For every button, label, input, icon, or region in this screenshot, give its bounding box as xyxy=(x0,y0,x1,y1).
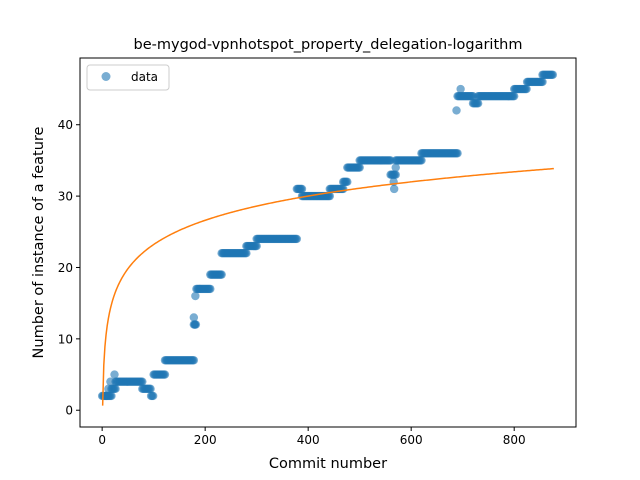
data-point xyxy=(325,191,334,201)
data-point xyxy=(389,184,399,194)
data-point xyxy=(343,177,352,187)
data-point xyxy=(189,313,199,322)
data-point xyxy=(456,84,465,94)
data-point xyxy=(297,184,307,194)
data-point xyxy=(138,377,147,386)
data-point xyxy=(191,291,200,301)
data-point xyxy=(111,384,120,394)
plot-area xyxy=(97,70,558,406)
axes-frame xyxy=(79,57,577,428)
data-point xyxy=(391,170,400,179)
data-point xyxy=(242,249,251,258)
data-point xyxy=(452,106,461,115)
data-point xyxy=(102,391,111,401)
x-tick-label: 600 xyxy=(400,433,423,447)
data-point xyxy=(355,163,364,172)
y-tick-label: 20 xyxy=(58,261,73,275)
data-point xyxy=(206,284,215,294)
x-tick-label: 800 xyxy=(503,433,526,447)
data-point xyxy=(252,241,261,251)
data-point xyxy=(160,370,170,379)
fit-line xyxy=(101,167,554,406)
data-point xyxy=(509,91,519,101)
data-point xyxy=(148,391,158,401)
data-point xyxy=(538,77,547,87)
x-axis-ticks: 0 200 400 600 800 xyxy=(98,427,526,447)
legend-marker-data xyxy=(101,72,111,81)
data-point xyxy=(146,384,155,394)
chart-title: be-mygod-vpnhotspot_property_delegation-… xyxy=(134,37,523,53)
x-tick-label: 400 xyxy=(297,433,320,447)
data-point xyxy=(110,370,119,379)
data-point xyxy=(453,149,462,158)
y-tick-label: 40 xyxy=(58,118,73,132)
data-point xyxy=(217,270,226,279)
y-tick-label: 0 xyxy=(65,404,73,418)
data-point xyxy=(189,356,199,365)
data-point xyxy=(190,320,200,329)
data-point xyxy=(473,99,483,108)
data-point xyxy=(106,377,115,386)
x-axis-label: Commit number xyxy=(269,456,387,472)
x-tick-label: 0 xyxy=(98,433,106,447)
data-point xyxy=(104,384,113,394)
legend-box xyxy=(86,64,170,91)
data-point xyxy=(548,70,558,79)
y-tick-label: 10 xyxy=(58,332,73,346)
y-tick-label: 30 xyxy=(58,190,73,204)
data-point xyxy=(292,234,302,244)
legend-label-data: data xyxy=(131,70,158,84)
data-point xyxy=(522,84,531,94)
x-tick-label: 200 xyxy=(194,433,217,447)
data-point xyxy=(417,156,426,165)
y-axis-label: Number of instance of a feature xyxy=(31,126,47,358)
data-point xyxy=(391,163,400,172)
y-axis-ticks: 0 10 20 30 40 xyxy=(58,118,80,418)
legend: data xyxy=(86,64,170,91)
